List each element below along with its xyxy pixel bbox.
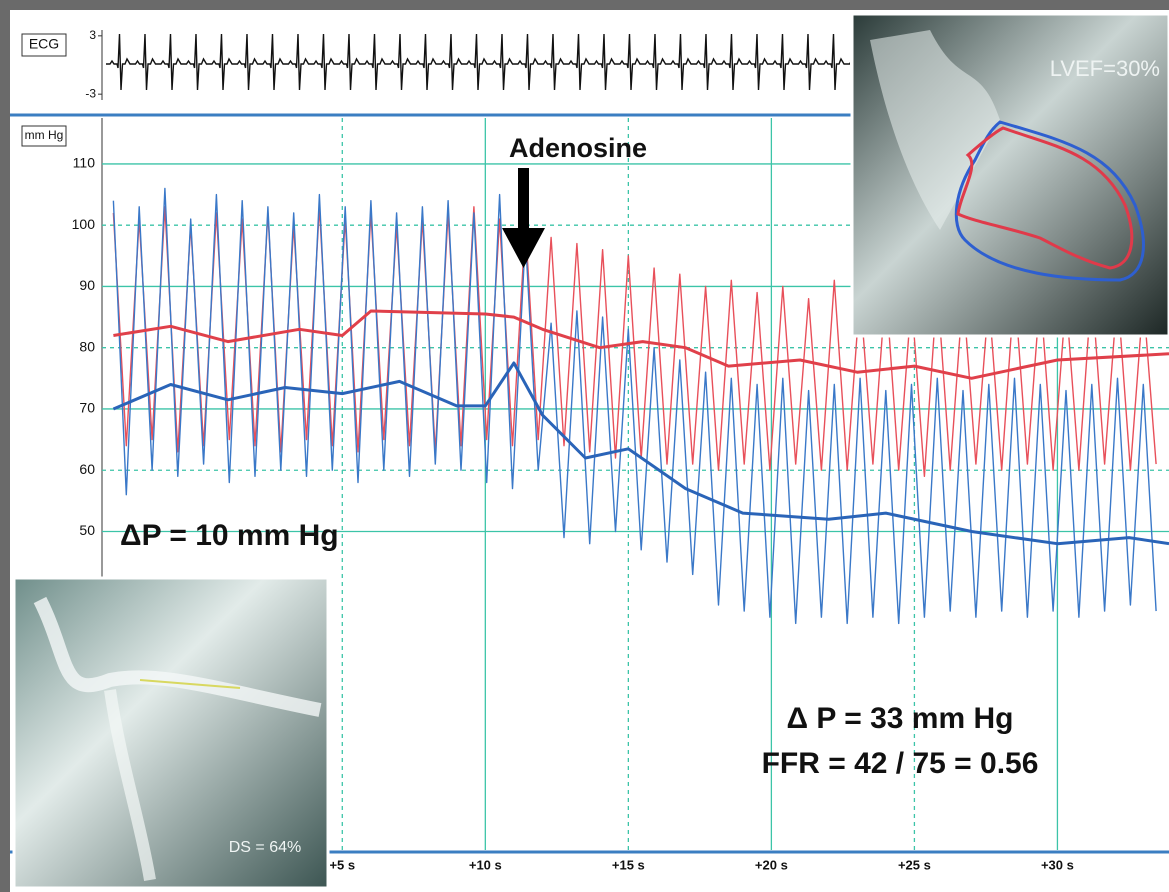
annotation: Δ P = 33 mm Hg [787,702,1014,735]
ecg-strip: ECG [21,30,850,100]
pressure-trace [112,361,1169,546]
y-tick-label: 100 [72,216,96,232]
vessel [104,689,156,881]
traces [112,187,1169,625]
x-tick-label: +10 s [469,857,502,872]
ecg-tick-label: 3 [89,28,96,42]
y-axis-label: mm Hg [25,128,64,142]
stenosis-outline [139,679,241,689]
vessel [33,596,322,717]
y-tick-label: 70 [79,400,95,416]
x-tick-label: +15 s [612,857,645,872]
inset-label: LVEF=30% [1050,56,1160,81]
inset-label: DS = 64% [229,839,301,856]
pressure-trace [112,187,1157,625]
labels: 50 60 70 80 90 100 110 +5 s +10 s +15 s +20 s +25 s… [72,155,1074,873]
y-tick-label: 60 [79,461,95,477]
annotation: ΔP = 10 mm Hg [120,519,339,552]
pressure-trace [113,309,1169,380]
y-tick-label: 90 [79,277,95,293]
annotation: FFR = 42 / 75 = 0.56 [762,747,1039,780]
x-tick-label: +25 s [898,857,931,872]
annotation: Adenosine [509,133,647,163]
inset-shape [870,30,1000,230]
arrow [502,168,545,268]
y-tick-label: 50 [79,522,95,538]
contour-diastole [954,120,1145,282]
ecg-tick-label: -3 [85,86,96,100]
ecg-label: ECG [29,36,59,52]
y-unit-box [21,125,67,147]
angiogram-inset: DS = 64% [12,576,330,890]
y-tick-label: 80 [79,338,95,354]
ecg-box [21,33,67,57]
ecg-trace [106,30,850,100]
y-tick-label: 110 [73,155,96,171]
x-tick-label: +20 s [755,857,788,872]
x-tick-label: +30 s [1041,857,1074,872]
contour-systole [956,126,1134,270]
x-tick-label: +5 s [329,857,355,872]
inset-image [12,576,330,890]
ventriculogram-inset: LVEF=30% [850,12,1169,338]
